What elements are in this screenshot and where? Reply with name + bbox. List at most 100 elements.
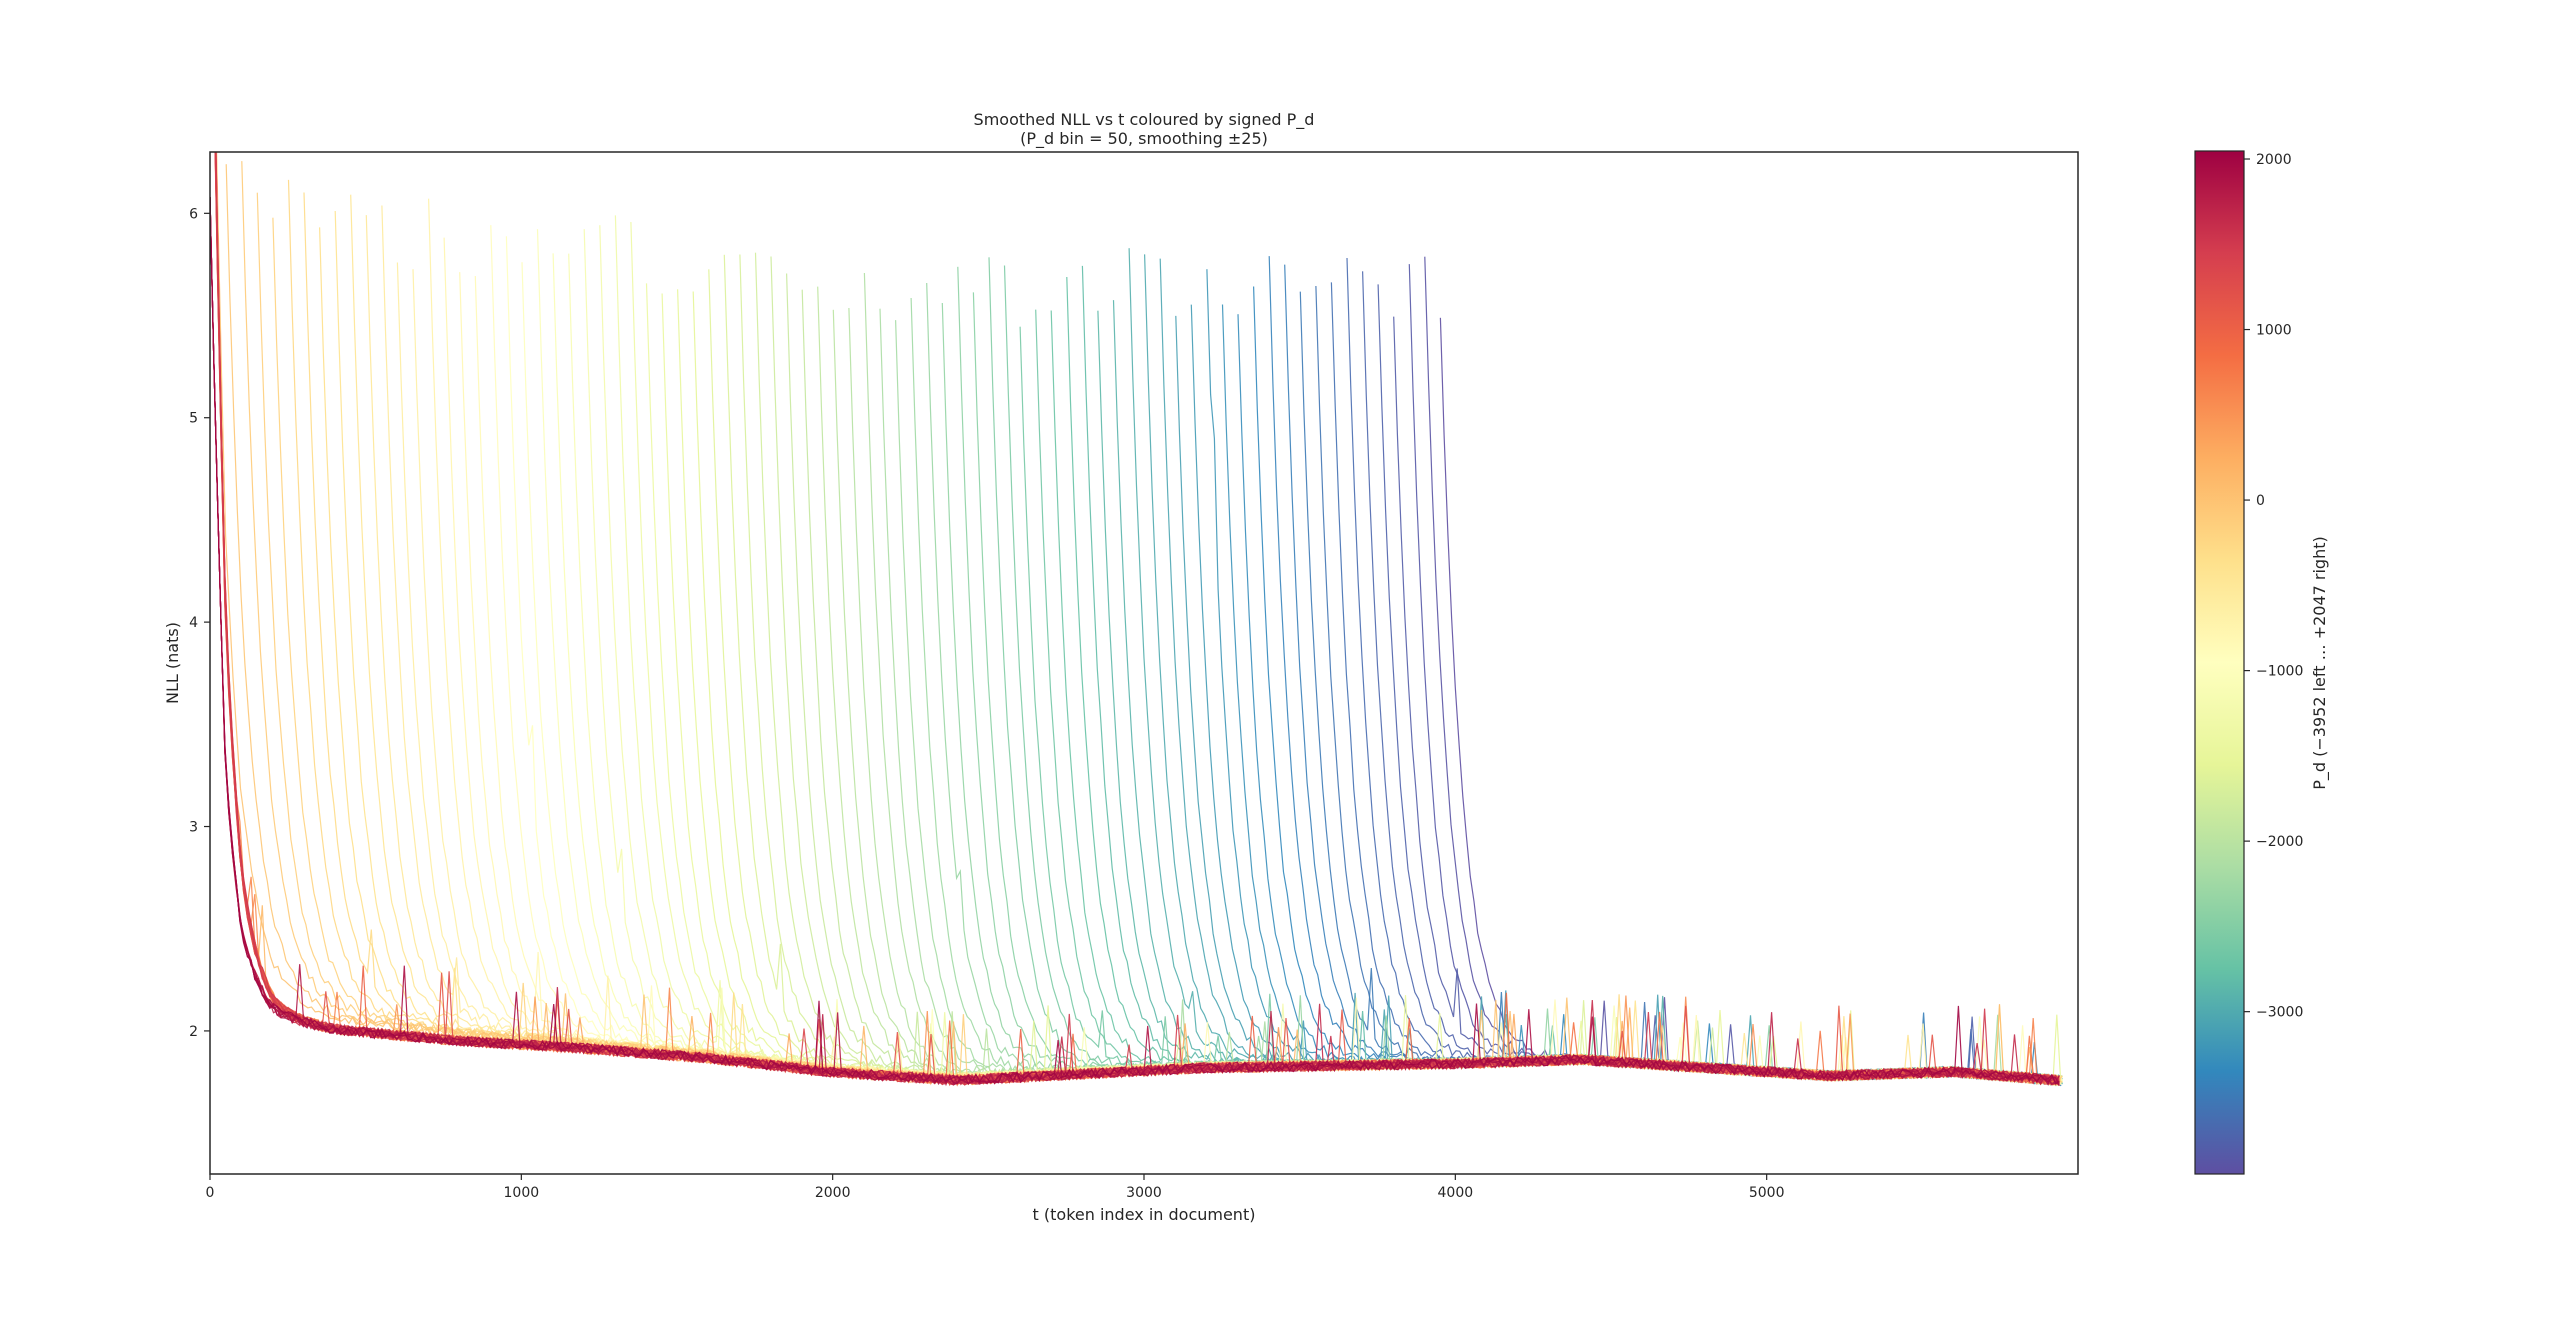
series-line [396,262,2061,1086]
x-tick-label: 0 [206,1185,215,1201]
series-line [770,256,2060,1086]
series-line [214,152,2060,1086]
series-line [1268,256,2062,1087]
y-tick-label: 2 [189,1024,198,1040]
series-line [210,196,2060,1087]
series-line [817,286,2063,1083]
series-line [1112,300,2063,1085]
x-axis-ticks: 0 1000 2000 3000 4000 5000 [206,1174,1785,1201]
colorbar-tick-label: −3000 [2256,1005,2303,1021]
series-line [972,292,2062,1084]
x-tick-label: 4000 [1438,1185,1474,1201]
series-line [214,152,2060,1086]
series-line [957,266,2061,1084]
series-line [210,196,2060,1086]
series-line [1299,291,2063,1086]
series-line [214,152,2060,1087]
series-line [490,225,2061,1085]
y-tick-label: 5 [189,411,198,427]
series-line [941,302,2060,1085]
series-line [786,273,2061,1084]
series-line [1035,309,2060,1083]
series-line [1377,284,2063,1086]
series-line [256,192,2063,1086]
series-line [1066,276,2061,1085]
chart-subtitle: (P_d bin = 50, smoothing ±25) [1020,129,1268,149]
colorbar-tick-label: 0 [2256,493,2265,509]
y-tick-label: 4 [189,615,198,631]
series-line [1175,315,2062,1083]
colorbar-tick-label: 1000 [2256,323,2292,339]
series-line [210,196,2060,1086]
series-line [1393,316,2063,1083]
series-line [215,152,2060,1086]
series-line [926,282,2063,1086]
series-line [428,198,2062,1086]
series-line [443,237,2063,1086]
series-line [739,254,2063,1085]
series-line [910,297,2063,1085]
y-tick-label: 6 [189,206,198,222]
series-line [225,164,2062,1085]
series-line [210,196,2060,1085]
series-line [1284,264,2063,1086]
x-tick-label: 5000 [1749,1185,1785,1201]
series-line [1097,310,2062,1084]
series-line [1253,286,2061,1085]
series-line [988,257,2062,1085]
series-line [895,320,2062,1084]
colorbar-tick-label: −1000 [2256,664,2303,680]
series-line [210,196,2060,1086]
series-line [1408,264,2060,1087]
series-line [677,289,2061,1083]
series-line [1019,326,2063,1086]
series-line [1190,304,2063,1086]
series-line [708,269,2062,1086]
series-line [1424,256,2060,1084]
series-line [210,196,2060,1085]
series-line [210,196,2060,1086]
series-line [210,196,2060,1085]
series-curves [210,152,2063,1087]
series-line [1315,285,2060,1085]
x-axis-label: t (token index in document) [1033,1205,1256,1224]
series-line [1362,271,2062,1084]
series-line [1439,317,2061,1085]
colorbar-tick-label: −2000 [2256,834,2303,850]
y-axis-label: NLL (nats) [163,622,182,704]
series-line [630,221,2062,1084]
series-line [215,152,2060,1086]
chart-title: Smoothed NLL vs t coloured by signed P_d [974,110,1315,130]
series-line [334,210,2062,1085]
y-axis-ticks: 2 3 4 5 6 [189,206,210,1040]
series-line [215,152,2060,1086]
series-line [1081,265,2062,1085]
colorbar-label: P_d (−3952 left … +2047 right) [2310,536,2330,789]
series-line [350,194,2063,1084]
series-line [832,309,2063,1086]
series-line [521,262,2062,1084]
series-line [645,283,2063,1086]
series-line [1003,265,2062,1084]
x-tick-label: 3000 [1126,1185,1162,1201]
series-line [215,152,2060,1086]
colorbar [2194,150,2245,1175]
series-line [583,229,2061,1085]
series-line [1330,282,2061,1087]
colorbar-ticks: 2000 1000 0 −1000 −2000 −3000 [2244,152,2303,1021]
x-tick-label: 2000 [815,1185,851,1201]
series-line [319,227,2061,1084]
series-line [863,272,2061,1085]
series-line [614,215,2062,1085]
series-line [214,152,2060,1086]
series-line [215,152,2060,1086]
series-line [365,215,2063,1086]
series-line [568,253,2060,1084]
series-line [210,196,2060,1085]
x-tick-label: 1000 [504,1185,540,1201]
y-tick-label: 3 [189,820,198,836]
series-line [214,152,2060,1087]
series-line [210,196,2060,1086]
colorbar-tick-label: 2000 [2256,152,2292,168]
